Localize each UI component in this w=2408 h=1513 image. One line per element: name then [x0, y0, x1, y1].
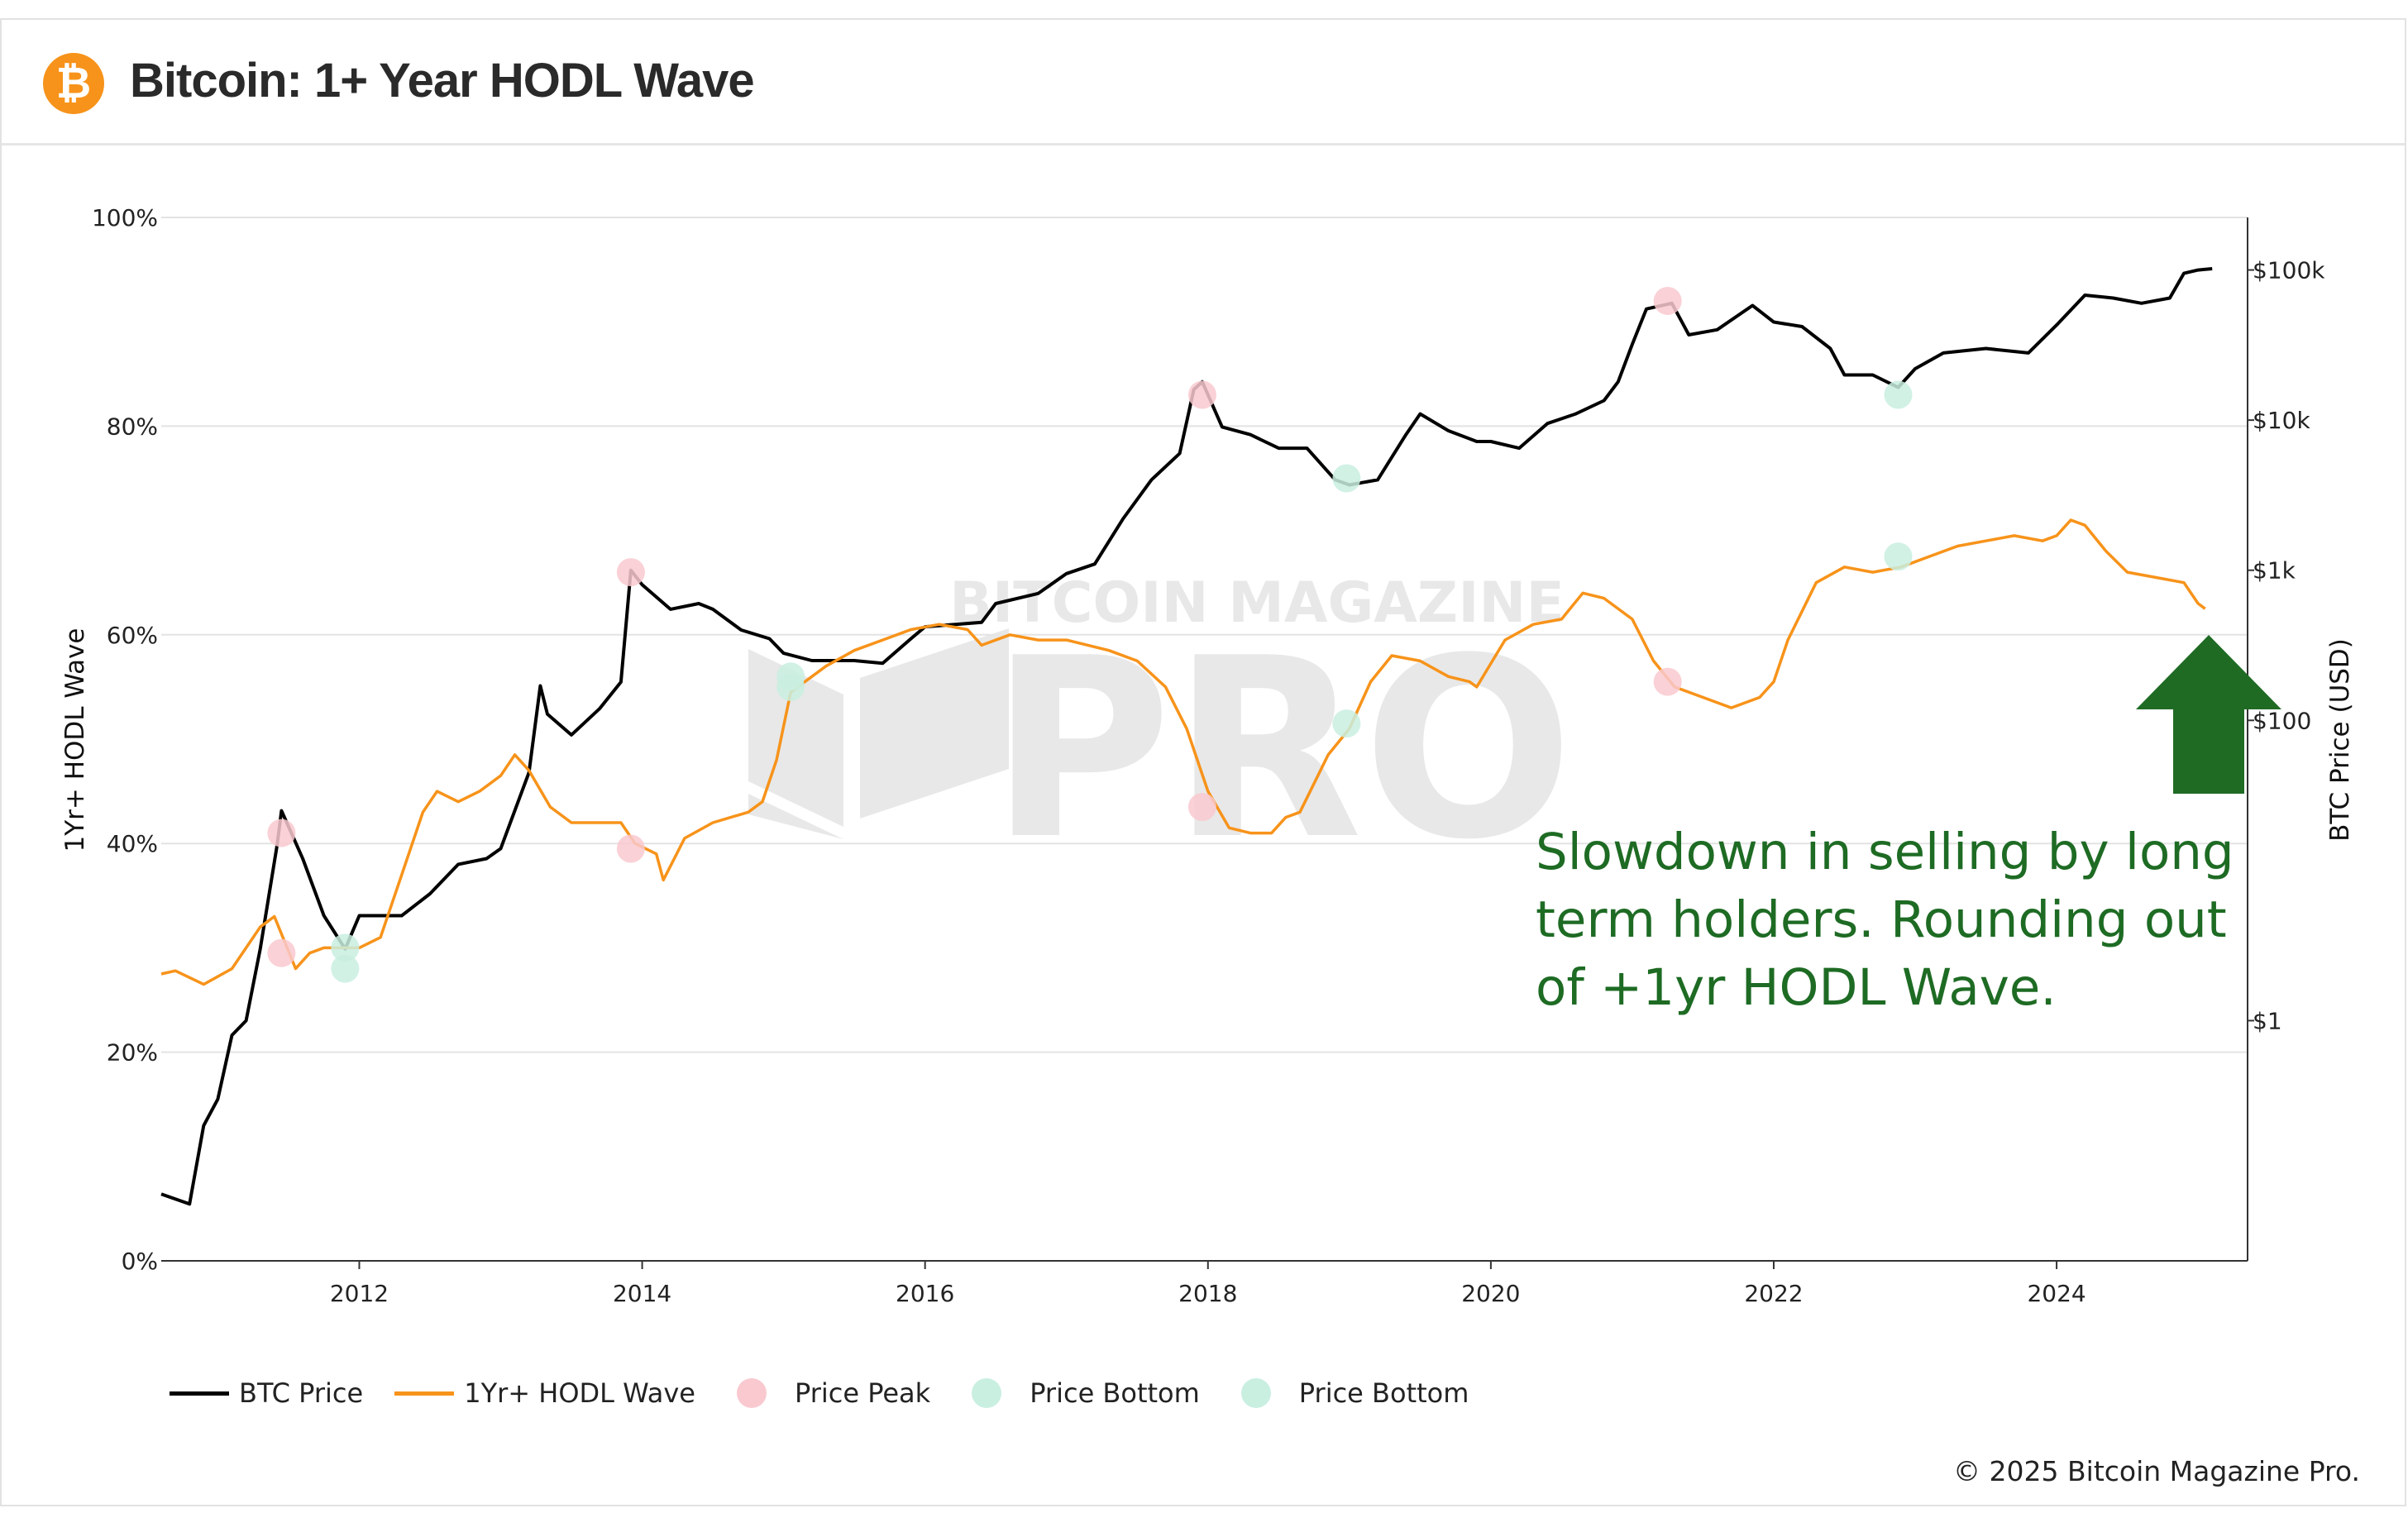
legend: BTC Price 1Yr+ HODL Wave Price Peak Pric… — [170, 1377, 1500, 1409]
btc-price-line — [160, 267, 2213, 1206]
legend-label-price-peak: Price Peak — [794, 1377, 931, 1409]
price-bottom-marker — [1332, 709, 1361, 738]
legend-item-hodl-wave[interactable]: 1Yr+ HODL Wave — [394, 1377, 695, 1409]
series — [160, 267, 2213, 1206]
x-tick-label: 2014 — [613, 1280, 671, 1307]
legend-label-price-bottom-2: Price Bottom — [1298, 1377, 1469, 1409]
legend-swatch-hodl-wave — [394, 1391, 455, 1396]
y-left-axis-title: 1Yr+ HODL Wave — [60, 628, 90, 852]
price-bottom-marker — [1332, 464, 1361, 493]
price-peak-marker — [1187, 793, 1216, 822]
legend-item-price-peak[interactable]: Price Peak — [727, 1377, 930, 1409]
price-peak-marker — [616, 558, 645, 587]
legend-label-btc-price: BTC Price — [239, 1377, 364, 1409]
y-right-tick-label: $1 — [2253, 1007, 2282, 1034]
legend-swatch-price-bottom-1 — [972, 1378, 1002, 1408]
legend-swatch-price-peak — [736, 1378, 767, 1408]
y-left-tick-label: 0% — [122, 1248, 158, 1275]
legend-item-btc-price[interactable]: BTC Price — [170, 1377, 363, 1409]
y-left-tick-label: 40% — [107, 830, 158, 857]
price-peak-marker — [616, 834, 645, 863]
price-bottom-marker — [331, 933, 360, 962]
annotation-text: Slowdown in selling by long term holders… — [1536, 819, 2280, 1022]
bitcoin-logo-icon: ₿ — [43, 53, 104, 114]
price-bottom-marker — [1884, 380, 1913, 409]
price-peak-marker — [267, 938, 296, 967]
price-peak-marker — [1653, 667, 1682, 696]
y-left-tick-label: 100% — [92, 204, 158, 231]
price-peak-marker — [1653, 286, 1682, 315]
x-tick-label: 2020 — [1461, 1280, 1520, 1307]
hodl-wave-line — [160, 518, 2206, 986]
chart-title: Bitcoin: 1+ Year HODL Wave — [130, 54, 755, 107]
price-bottom-marker — [331, 954, 360, 983]
legend-item-price-bottom-2[interactable]: Price Bottom — [1231, 1377, 1469, 1409]
chart-frame — [0, 18, 2406, 1506]
markers — [267, 286, 1913, 983]
y-right-axis-title: BTC Price (USD) — [2325, 638, 2355, 842]
x-tick-label: 2012 — [330, 1280, 389, 1307]
price-bottom-marker — [1884, 542, 1913, 571]
x-tick-label: 2024 — [2027, 1280, 2086, 1307]
annotation-line-1: Slowdown in selling by long — [1536, 823, 2234, 881]
axes: 0% 20% 40% 60% 80% 100% 2012 2014 2016 2018 2020 20… — [60, 204, 2355, 1307]
watermark: BITCOIN MAGAZINE PRO — [748, 570, 1574, 894]
y-right-tick-label: $100 — [2253, 707, 2311, 734]
y-right-tick-label: $10k — [2253, 407, 2310, 434]
y-right-tick-label: $100k — [2253, 257, 2325, 284]
price-peak-marker — [267, 819, 296, 847]
legend-swatch-price-bottom-2 — [1240, 1378, 1271, 1408]
legend-swatch-btc-price — [170, 1391, 229, 1396]
annotation-line-3: of +1yr HODL Wave. — [1536, 958, 2057, 1017]
chart-header: ₿ Bitcoin: 1+ Year HODL Wave — [2, 20, 2405, 146]
watermark-emblem-icon — [748, 628, 1009, 839]
y-left-tick-label: 80% — [107, 413, 158, 440]
price-bottom-marker — [776, 662, 805, 691]
legend-label-hodl-wave: 1Yr+ HODL Wave — [464, 1377, 695, 1409]
x-tick-label: 2018 — [1178, 1280, 1237, 1307]
y-left-tick-label: 60% — [107, 622, 158, 649]
y-left-tick-label: 20% — [107, 1039, 158, 1067]
x-tick-label: 2022 — [1744, 1280, 1803, 1307]
watermark-line2: PRO — [990, 605, 1574, 894]
watermark-line1: BITCOIN MAGAZINE — [949, 570, 1565, 636]
legend-item-price-bottom-1[interactable]: Price Bottom — [962, 1377, 1200, 1409]
copyright-text: © 2025 Bitcoin Magazine Pro. — [1953, 1455, 2360, 1487]
grid-lines — [161, 217, 2248, 1053]
price-peak-marker — [1187, 380, 1216, 409]
up-arrow-icon — [2136, 635, 2281, 794]
x-tick-label: 2016 — [896, 1280, 954, 1307]
legend-label-price-bottom-1: Price Bottom — [1030, 1377, 1200, 1409]
y-right-tick-label: $1k — [2253, 557, 2296, 585]
annotation-line-2: term holders. Rounding out — [1536, 890, 2227, 949]
